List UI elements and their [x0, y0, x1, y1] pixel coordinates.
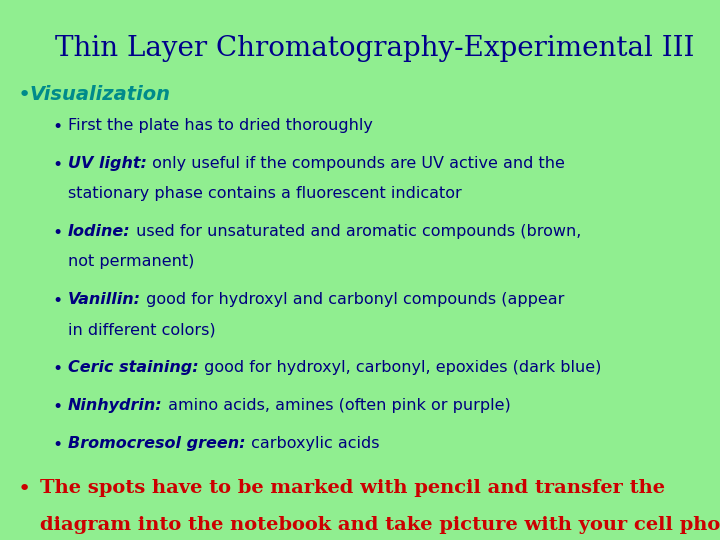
Text: good for hydroxyl and carbonyl compounds (appear: good for hydroxyl and carbonyl compounds…	[141, 292, 564, 307]
Text: •: •	[52, 292, 62, 310]
Text: •: •	[52, 118, 62, 136]
Text: Vanillin:: Vanillin:	[68, 292, 141, 307]
Text: only useful if the compounds are UV active and the: only useful if the compounds are UV acti…	[147, 156, 564, 171]
Text: carboxylic acids: carboxylic acids	[246, 436, 379, 451]
Text: in different colors): in different colors)	[68, 322, 215, 337]
Text: good for hydroxyl, carbonyl, epoxides (dark blue): good for hydroxyl, carbonyl, epoxides (d…	[199, 360, 601, 375]
Text: •: •	[52, 224, 62, 242]
Text: Thin Layer Chromatography-Experimental III: Thin Layer Chromatography-Experimental I…	[55, 35, 694, 62]
Text: •: •	[52, 398, 62, 416]
Text: UV light:: UV light:	[68, 156, 147, 171]
Text: amino acids, amines (often pink or purple): amino acids, amines (often pink or purpl…	[163, 398, 510, 413]
Text: not permanent): not permanent)	[68, 254, 194, 269]
Text: used for unsaturated and aromatic compounds (brown,: used for unsaturated and aromatic compou…	[130, 224, 581, 239]
Text: •: •	[52, 360, 62, 378]
Text: •: •	[18, 479, 31, 499]
Text: Bromocresol green:: Bromocresol green:	[68, 436, 246, 451]
Text: •: •	[18, 85, 31, 105]
Text: Ceric staining:: Ceric staining:	[68, 360, 199, 375]
Text: •: •	[52, 436, 62, 454]
Text: •: •	[52, 156, 62, 174]
Text: Ninhydrin:: Ninhydrin:	[68, 398, 163, 413]
Text: stationary phase contains a fluorescent indicator: stationary phase contains a fluorescent …	[68, 186, 462, 201]
Text: diagram into the notebook and take picture with your cell phone.: diagram into the notebook and take pictu…	[40, 516, 720, 534]
Text: Iodine:: Iodine:	[68, 224, 130, 239]
Text: The spots have to be marked with pencil and transfer the: The spots have to be marked with pencil …	[40, 479, 665, 497]
Text: First the plate has to dried thoroughly: First the plate has to dried thoroughly	[68, 118, 373, 133]
Text: Visualization: Visualization	[30, 85, 171, 104]
